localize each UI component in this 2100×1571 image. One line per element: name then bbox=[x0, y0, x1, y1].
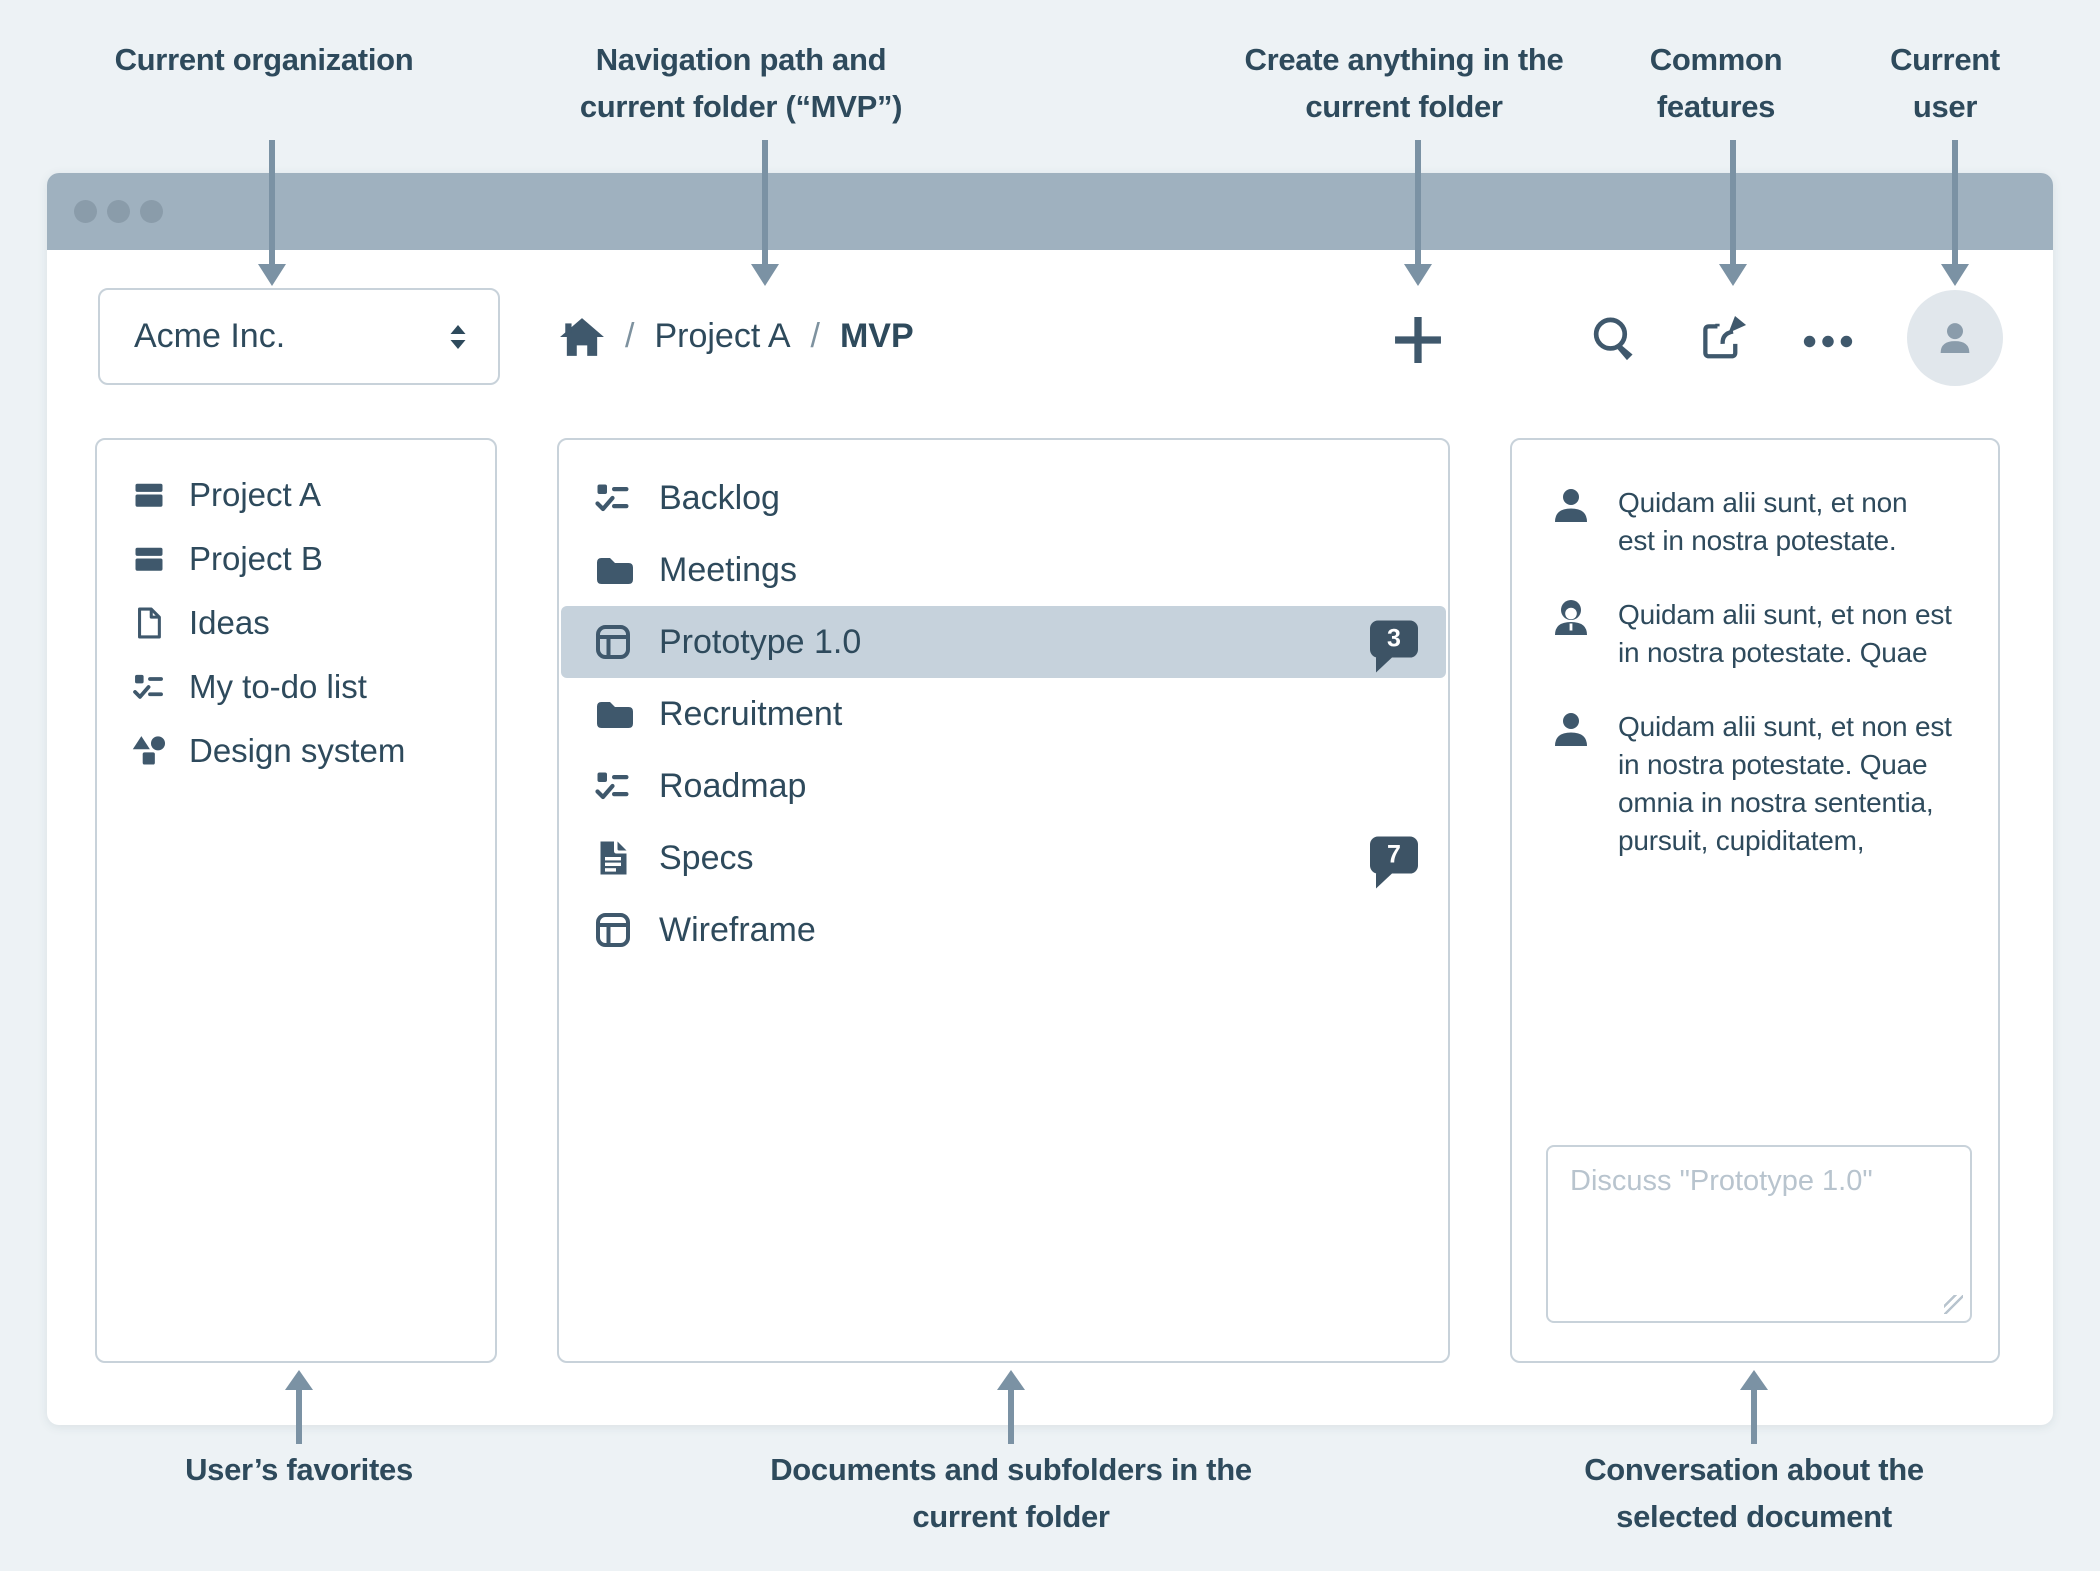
comment-count-badge: 3 bbox=[1370, 620, 1418, 673]
document-item[interactable]: Wireframe bbox=[561, 894, 1446, 966]
sorter-icon bbox=[446, 321, 470, 353]
message-text: Quidam alii sunt, et non est in nostra p… bbox=[1618, 711, 1952, 856]
message: Quidam alii sunt, et non est in nostra p… bbox=[1548, 596, 1986, 672]
shapes-icon bbox=[131, 733, 167, 769]
favorites-panel: Project A Project B Ideas My to-do list … bbox=[95, 438, 497, 1363]
plus-icon bbox=[1391, 313, 1445, 367]
annotation-create-anything: Create anything in the current folder bbox=[1244, 42, 1564, 124]
user-icon bbox=[1548, 708, 1594, 754]
traffic-light-dot bbox=[140, 200, 163, 223]
traffic-light-dot bbox=[74, 200, 97, 223]
favorite-label: Design system bbox=[189, 732, 406, 769]
checklist-icon bbox=[593, 766, 633, 806]
composer-input[interactable] bbox=[1546, 1145, 1972, 1323]
document-label: Meetings bbox=[659, 550, 797, 589]
favorite-item[interactable]: My to-do list bbox=[97, 655, 495, 719]
folder-icon bbox=[593, 694, 633, 734]
annotation-conversation: Conversation about the selected document bbox=[1584, 1452, 1924, 1534]
annotation-documents-subfolders: Documents and subfolders in the current … bbox=[770, 1452, 1252, 1534]
document-label: Recruitment bbox=[659, 694, 843, 733]
annotation-current-organization: Current organization bbox=[114, 42, 414, 77]
user-button[interactable] bbox=[1907, 290, 2003, 386]
annotation-arrow-up bbox=[996, 1370, 1026, 1444]
annotation-common-features: Common features bbox=[1649, 42, 1783, 124]
favorite-label: Project A bbox=[189, 476, 322, 513]
layout-icon bbox=[593, 910, 633, 950]
favorite-label: Project B bbox=[189, 540, 323, 577]
annotation-arrow-down bbox=[257, 140, 287, 286]
message: Quidam alii sunt, et non est in nostra p… bbox=[1548, 708, 1986, 860]
documents-panel: Backlog Meetings Prototype 1.0 3 Recruit… bbox=[557, 438, 1450, 1363]
home-icon[interactable] bbox=[559, 315, 605, 359]
favorite-item[interactable]: Design system bbox=[97, 719, 495, 783]
favorite-label: My to-do list bbox=[189, 668, 367, 705]
spec-icon bbox=[593, 838, 633, 878]
search-button[interactable] bbox=[1587, 312, 1643, 368]
document-label: Backlog bbox=[659, 478, 780, 517]
window-titlebar bbox=[47, 173, 2053, 250]
organization-selector[interactable]: Acme Inc. bbox=[98, 288, 500, 385]
document-item[interactable]: Recruitment bbox=[561, 678, 1446, 750]
document-label: Roadmap bbox=[659, 766, 807, 805]
user-female-icon bbox=[1548, 596, 1594, 642]
conversation-panel: Quidam alii sunt, et non est in nostra p… bbox=[1510, 438, 2000, 1363]
favorites-list: Project A Project B Ideas My to-do list … bbox=[97, 440, 495, 783]
favorite-item[interactable]: Ideas bbox=[97, 591, 495, 655]
checklist-icon bbox=[131, 669, 167, 705]
document-label: Specs bbox=[659, 838, 754, 877]
annotation-current-user: Current user bbox=[1890, 42, 2000, 124]
traffic-light-dot bbox=[107, 200, 130, 223]
more-button[interactable] bbox=[1800, 331, 1856, 351]
layout-icon bbox=[593, 622, 633, 662]
document-label: Prototype 1.0 bbox=[659, 622, 862, 661]
annotation-navigation-path: Navigation path and current folder (“MVP… bbox=[579, 42, 903, 124]
document-item[interactable]: Roadmap bbox=[561, 750, 1446, 822]
organization-name: Acme Inc. bbox=[134, 317, 286, 355]
favorite-label: Ideas bbox=[189, 604, 270, 641]
documents-list: Backlog Meetings Prototype 1.0 3 Recruit… bbox=[559, 440, 1448, 966]
checklist-icon bbox=[593, 478, 633, 518]
annotation-arrow-up bbox=[284, 1370, 314, 1444]
create-button[interactable] bbox=[1390, 312, 1446, 368]
annotation-arrow-down bbox=[1940, 140, 1970, 286]
breadcrumb-separator: / bbox=[810, 317, 820, 355]
message-text: Quidam alii sunt, et non est in nostra p… bbox=[1618, 487, 1908, 556]
avatar-icon bbox=[1930, 313, 1980, 363]
document-item[interactable]: Backlog bbox=[561, 462, 1446, 534]
breadcrumb: / Project A / MVP bbox=[559, 288, 914, 385]
app-window: Acme Inc. / Project A / MVP bbox=[47, 173, 2053, 1425]
message-text: Quidam alii sunt, et non est in nostra p… bbox=[1618, 599, 1952, 668]
user-icon bbox=[1548, 484, 1594, 530]
document-item[interactable]: Prototype 1.0 3 bbox=[561, 606, 1446, 678]
annotation-arrow-down bbox=[1403, 140, 1433, 286]
favorite-item[interactable]: Project A bbox=[97, 463, 495, 527]
breadcrumb-separator: / bbox=[625, 317, 635, 355]
project-icon bbox=[131, 541, 167, 577]
document-item[interactable]: Specs 7 bbox=[561, 822, 1446, 894]
folder-icon bbox=[593, 550, 633, 590]
ellipsis-icon bbox=[1803, 335, 1853, 348]
comment-count-badge: 7 bbox=[1370, 836, 1418, 889]
annotation-arrow-down bbox=[750, 140, 780, 286]
document-item[interactable]: Meetings bbox=[561, 534, 1446, 606]
project-icon bbox=[131, 477, 167, 513]
composer bbox=[1546, 1145, 1972, 1323]
breadcrumb-current-folder: MVP bbox=[839, 317, 914, 355]
document-label: Wireframe bbox=[659, 910, 816, 949]
message: Quidam alii sunt, et non est in nostra p… bbox=[1548, 484, 1986, 560]
breadcrumb-item-project-a[interactable]: Project A bbox=[654, 317, 791, 355]
annotation-arrow-up bbox=[1739, 1370, 1769, 1444]
share-icon bbox=[1696, 314, 1748, 366]
share-button[interactable] bbox=[1694, 312, 1750, 368]
annotation-user-favorites: User’s favorites bbox=[185, 1452, 413, 1487]
annotation-arrow-down bbox=[1718, 140, 1748, 286]
favorite-item[interactable]: Project B bbox=[97, 527, 495, 591]
search-icon bbox=[1589, 314, 1641, 366]
document-icon bbox=[131, 605, 167, 641]
